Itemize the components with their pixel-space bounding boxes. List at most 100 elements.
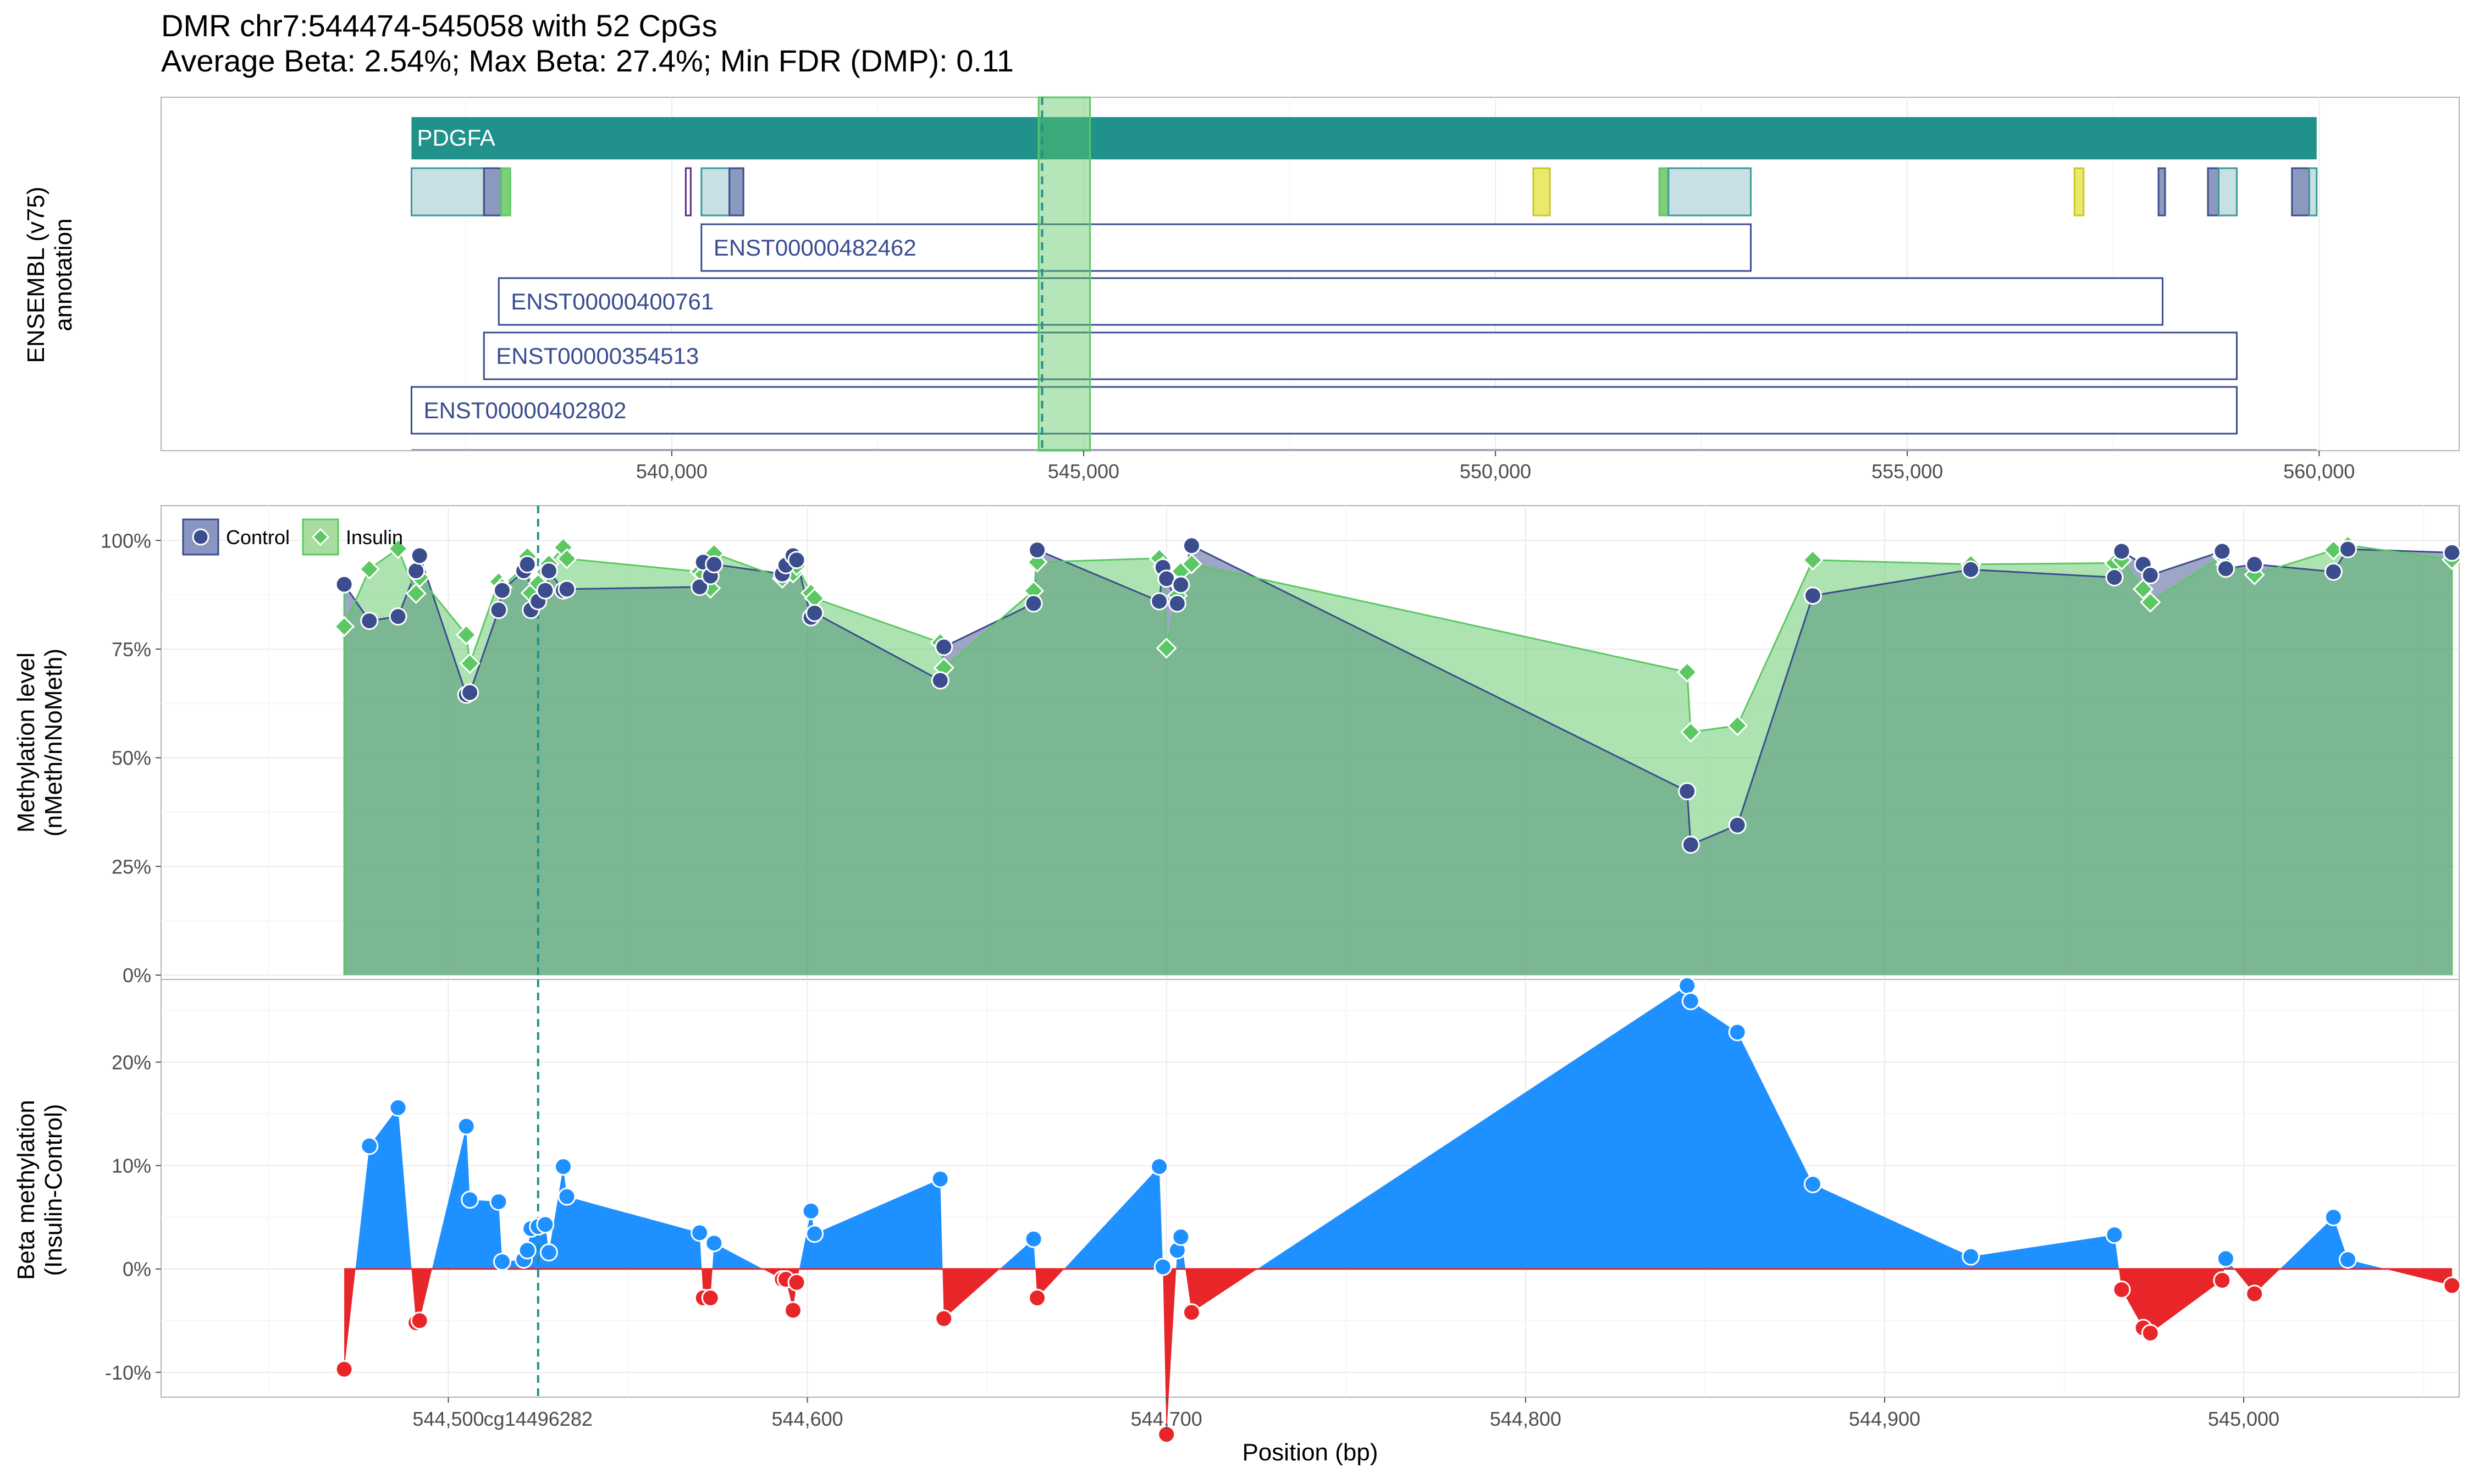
beta-positive-point — [457, 1117, 476, 1136]
control-point — [1678, 782, 1697, 801]
beta-negative-point — [787, 1273, 806, 1292]
beta-positive-point — [539, 1243, 558, 1262]
beta-positive-point — [489, 1192, 508, 1211]
control-point — [536, 581, 555, 600]
beta-negative-point — [935, 1309, 953, 1328]
legend-insulin-label: Insulin — [346, 526, 403, 549]
insulin-point — [334, 616, 355, 637]
beta-positive-point — [2339, 1250, 2357, 1269]
control-point — [787, 551, 806, 569]
gene-bar — [411, 117, 2317, 159]
insulin-point — [804, 588, 825, 609]
annotation-x-tick-label: 540,000 — [636, 460, 708, 483]
annotation-x-tick-label: 555,000 — [1871, 460, 1943, 483]
annotation-x-axis: 540,000 545,000 550,000 555,000 560,000 — [636, 451, 2355, 483]
control-point — [2141, 566, 2160, 585]
methylation-plot — [334, 506, 2463, 979]
transcript-box — [700, 223, 1752, 272]
beta-negative-point — [1157, 1425, 1176, 1444]
beta-x-axis: 544,500 544,600 544,700 544,800 544,900 545,0… — [412, 1397, 2279, 1430]
chart-title: DMR chr7:544474-545058 with 52 CpGs — [161, 8, 717, 43]
control-point — [2324, 562, 2343, 581]
beta-positive-area — [344, 985, 2452, 1269]
beta-positive-point — [536, 1215, 555, 1234]
beta-positive-point — [1153, 1258, 1172, 1276]
beta-positive-point — [554, 1157, 572, 1176]
legend-control-label: Control — [226, 526, 290, 549]
methylation-y-tick-label: 0% — [123, 964, 151, 987]
transcript-box — [498, 277, 2164, 326]
annotation-x-tick-label: 550,000 — [1460, 460, 1531, 483]
control-point — [691, 578, 709, 596]
beta-positive-point — [1678, 976, 1697, 995]
control-point — [2112, 542, 2131, 561]
control-point — [2216, 560, 2235, 578]
control-point — [389, 607, 407, 626]
exon-block — [728, 167, 744, 217]
methylation-ylabel-line1: Methylation level — [13, 652, 40, 833]
beta-positive-point — [931, 1170, 949, 1188]
control-point — [705, 555, 724, 574]
insulin-point — [405, 583, 427, 604]
beta-positive-point — [389, 1098, 407, 1117]
insulin-point — [1680, 721, 1702, 743]
transcript-label: ENST00000482462 — [714, 235, 916, 261]
annotation-ylabel-line2: annotation — [50, 218, 77, 331]
beta-ylabel-line2: (Insulin-Control) — [40, 1104, 67, 1276]
control-point — [1681, 835, 1700, 854]
gene-label: PDGFA — [417, 125, 495, 151]
beta-negative-point — [701, 1288, 720, 1307]
transcript-label: ENST00000354513 — [496, 343, 699, 369]
insulin-point — [456, 624, 477, 645]
dmr-highlight — [1037, 96, 1091, 452]
selected-cpg-label: cg14496282 — [484, 1408, 593, 1430]
exon-block — [700, 167, 731, 217]
control-point — [360, 612, 379, 630]
transcript-box — [483, 331, 2238, 380]
exon-block — [1532, 167, 1551, 217]
exon-block — [2218, 167, 2238, 217]
beta-negative-point — [2213, 1271, 2232, 1289]
beta-positive-point — [805, 1225, 824, 1243]
insulin-point — [556, 548, 578, 569]
insulin-point — [358, 558, 380, 580]
insulin-point — [1181, 553, 1202, 575]
control-point — [2339, 540, 2357, 558]
transcript-label: ENST00000400761 — [511, 289, 714, 314]
methylation-y-tick-label: 100% — [101, 529, 151, 552]
exon-block — [410, 167, 485, 217]
beta-x-tick-label: 544,900 — [1849, 1408, 1920, 1430]
beta-negative-point — [335, 1360, 354, 1378]
beta-y-tick-label: 0% — [123, 1258, 151, 1281]
insulin-point — [1156, 638, 1177, 659]
annotation-ylabel-line1: ENSEMBL (v75) — [23, 186, 49, 363]
insulin-point — [1727, 715, 1748, 737]
control-point — [1150, 592, 1169, 611]
beta-positive-point — [691, 1223, 709, 1242]
control-point — [335, 575, 354, 594]
control-point — [539, 562, 558, 580]
beta-negative-point — [2141, 1324, 2160, 1342]
methylation-y-tick-label: 25% — [112, 855, 151, 878]
beta-negative-point — [2112, 1280, 2131, 1299]
beta-y-tick-label: 20% — [112, 1051, 151, 1073]
beta-x-tick-label: 544,600 — [772, 1408, 843, 1430]
control-point — [518, 555, 537, 574]
control-point — [2443, 543, 2461, 562]
control-point — [1024, 594, 1043, 613]
exon-block — [2291, 167, 2310, 217]
beta-positive-point — [493, 1253, 511, 1271]
insulin-point — [2140, 591, 2161, 613]
methylation-y-axis: 0% 25% 50% 75% 100% — [101, 529, 161, 987]
insulin-point — [459, 652, 481, 674]
beta-positive-point — [557, 1187, 576, 1206]
methylation-ylabel-line2: (nMeth/nNoMeth) — [40, 649, 67, 837]
control-point — [1962, 560, 1980, 579]
control-point — [1028, 541, 1047, 560]
exon-block — [500, 167, 511, 217]
control-point — [931, 671, 949, 690]
beta-positive-point — [2216, 1249, 2235, 1268]
beta-ylabel-line1: Beta methylation — [13, 1100, 40, 1280]
chart-subtitle: Average Beta: 2.54%; Max Beta: 27.4%; Mi… — [161, 43, 1014, 78]
